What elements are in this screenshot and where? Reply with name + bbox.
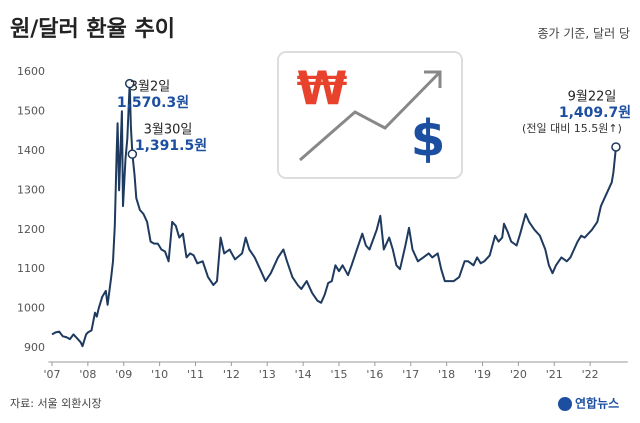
chart-title: 원/달러 환율 추이 (10, 17, 175, 42)
y-tick-label: 1000 (17, 302, 45, 315)
annotation-value: 1,391.5원 (135, 138, 207, 154)
x-tick-label: '11 (187, 368, 204, 381)
y-tick-label: 1500 (17, 104, 45, 117)
line (51, 82, 617, 348)
x-tick-label: '08 (79, 368, 96, 381)
y-tick-label: 1600 (17, 65, 45, 78)
icon: ₩ $ (277, 51, 463, 179)
y-tick-label: 900 (24, 341, 45, 354)
annotation-point (124, 78, 135, 89)
subtitle: 종가 기준, 달러 당 (537, 27, 630, 41)
x-tick-label: '19 (474, 368, 491, 381)
annotation-point (611, 142, 621, 152)
annotation-date: 3월2일 (130, 80, 170, 95)
x-tick-label: '18 (438, 368, 455, 381)
annotation-date: 9월22일 (568, 90, 617, 105)
x-tick-label: '07 (43, 368, 60, 381)
svg-text:₩: ₩ (297, 62, 348, 116)
source: 자료: 서울 외환시장 (10, 397, 102, 410)
y-tick-label: 1300 (17, 183, 45, 196)
x-tick-label: '13 (259, 368, 276, 381)
y-tick-label: 1100 (17, 262, 45, 275)
x-tick-label: '16 (366, 368, 383, 381)
x-tick-label: '20 (510, 368, 527, 381)
x-tick-label: '09 (115, 368, 132, 381)
annotation-point (127, 149, 138, 159)
x-tick-label: '10 (151, 368, 168, 381)
logo-icon (558, 397, 572, 411)
annotation-value: 1,570.3원 (117, 95, 189, 111)
svg-text:$: $ (411, 110, 446, 168)
x-tick-label: '12 (223, 368, 240, 381)
x-tick-label: '22 (582, 368, 599, 381)
y-tick-label: 1200 (17, 223, 45, 236)
x-tick-label: '14 (295, 368, 312, 381)
logo: 연합뉴스 (575, 396, 619, 411)
x-tick-label: '17 (402, 368, 419, 381)
x-tick-label: '21 (546, 368, 563, 381)
x-tick-label: '15 (330, 368, 347, 381)
annotation-note: (전일 대비 15.5원↑) (522, 121, 622, 135)
y-tick-label: 1400 (17, 144, 45, 157)
annotation-date: 3월30일 (144, 123, 193, 138)
annotation-value: 1,409.7원 (559, 105, 631, 121)
